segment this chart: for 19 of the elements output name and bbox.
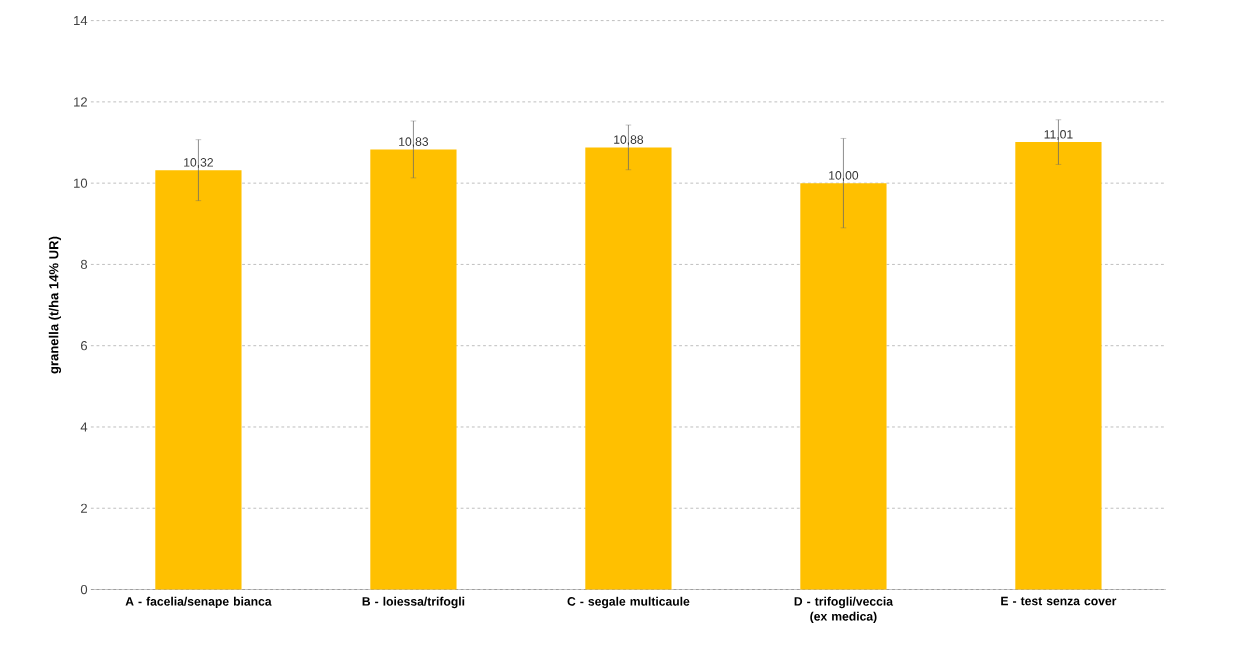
data-label: 10,83 (399, 137, 429, 148)
x-tick-label: D - trifogli/veccia (ex medica) (794, 596, 894, 623)
x-tick-label: E - test senza cover (1001, 596, 1117, 606)
data-label: 10,88 (614, 135, 644, 146)
x-tick-label: B - loiessa/trifogli (362, 596, 465, 608)
y-tick-label: 8 (80, 259, 88, 269)
y-tick-label: 6 (81, 340, 88, 351)
x-tick-label: A - facelia/senape bianca (125, 596, 272, 608)
x-tick-label: C - segale multicaule (567, 596, 690, 608)
y-tick-label: 4 (80, 422, 88, 432)
data-label: 11,01 (1044, 129, 1073, 140)
y-tick-label: 0 (80, 584, 88, 594)
data-label: 10,00 (829, 170, 859, 181)
y-axis-title: granella (t/ha 14% UR) (48, 236, 62, 374)
y-tick-label: 12 (74, 97, 87, 107)
y-tick-label: 2 (81, 503, 87, 513)
y-tick-label: 10 (74, 178, 88, 188)
y-tick-label: 14 (74, 15, 88, 25)
data-label: 10,32 (184, 157, 213, 168)
